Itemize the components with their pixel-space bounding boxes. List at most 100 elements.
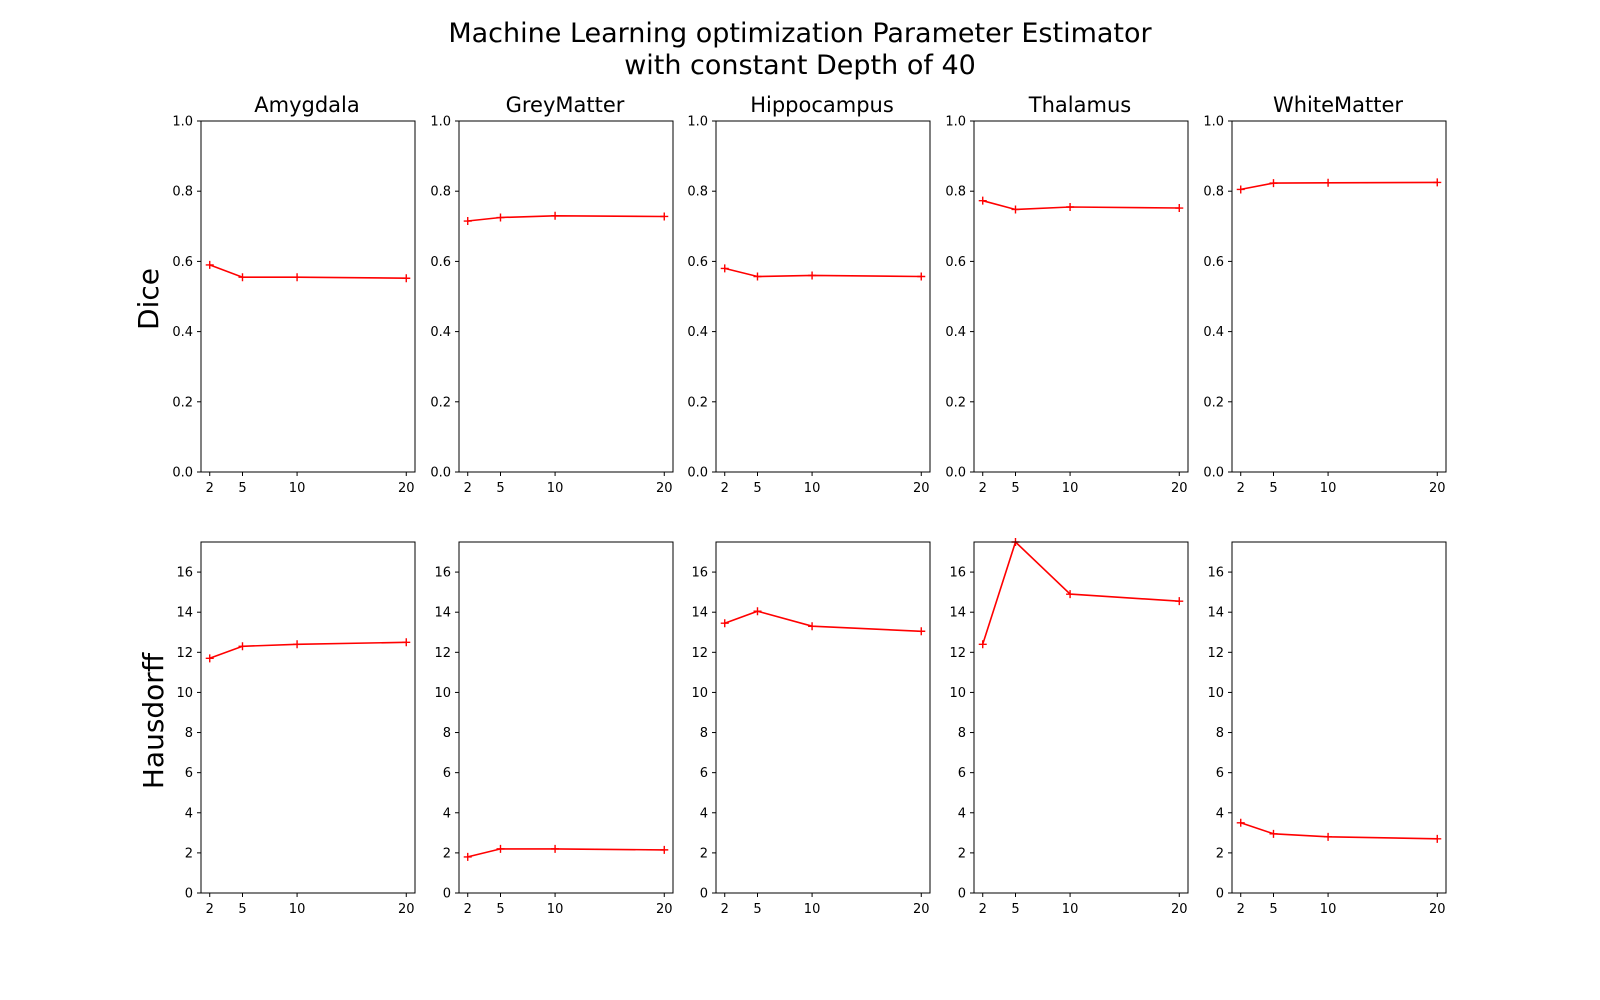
panel-hausdorff-greymatter-ytick-label-10: 10 — [434, 686, 451, 701]
panel-dice-greymatter-frame — [458, 120, 674, 473]
panel-dice-greymatter-xtick-label-10: 10 — [547, 481, 564, 496]
panel-hausdorff-amygdala-ytick-label-16: 16 — [176, 566, 193, 581]
panel-hausdorff-amygdala-point-x2 — [205, 654, 214, 663]
panel-dice-amygdala-ytick-label-0-0: 0.0 — [172, 466, 193, 481]
panel-dice-greymatter-line — [467, 214, 665, 222]
panel-hausdorff-whitematter-ytick-label-4: 4 — [1216, 806, 1224, 821]
panel-dice-greymatter-ytick-label-0-4: 0.4 — [430, 325, 451, 340]
panel-hausdorff-greymatter-xtick-label-10: 10 — [547, 902, 564, 917]
panel-hausdorff-whitematter-ytick-label-12: 12 — [1207, 646, 1224, 661]
panel-hausdorff-whitematter-xtick-label-10: 10 — [1320, 902, 1337, 917]
column-title-greymatter: GreyMatter — [506, 93, 625, 117]
panel-hausdorff-hippocampus-point-x10 — [808, 622, 817, 631]
panel-hausdorff-hippocampus-ytick-label-8: 8 — [700, 726, 708, 741]
panel-hausdorff-amygdala-xtick-label-5: 5 — [238, 902, 246, 917]
panel-hausdorff-hippocampus-ytick-label-0: 0 — [700, 887, 708, 902]
panel-hausdorff-amygdala-ytick-label-6: 6 — [185, 766, 193, 781]
panel-dice-whitematter-ytick-label-1-0: 1.0 — [1203, 115, 1224, 130]
panel-dice-greymatter-ytick-label-1-0: 1.0 — [430, 115, 451, 130]
panel-dice-amygdala-ytick-label-0-6: 0.6 — [172, 255, 193, 270]
panel-hausdorff-whitematter-point-x5 — [1269, 829, 1278, 838]
column-title-whitematter: WhiteMatter — [1273, 93, 1403, 117]
panel-dice-whitematter-point-x5 — [1269, 179, 1278, 188]
panel-hausdorff-thalamus-ytick-label-10: 10 — [949, 686, 966, 701]
panel-hausdorff-amygdala-ytick-label-8: 8 — [185, 726, 193, 741]
column-title-thalamus: Thalamus — [1028, 93, 1131, 117]
panel-hausdorff-amygdala-point-x5 — [238, 642, 247, 651]
panel-hausdorff-greymatter-point-x5 — [496, 844, 505, 853]
panel-hausdorff-amygdala-ytick-label-14: 14 — [176, 606, 193, 621]
panel-hausdorff-amygdala-xtick-label-10: 10 — [289, 902, 306, 917]
panel-hausdorff-hippocampus-ytick-label-14: 14 — [691, 606, 708, 621]
panel-hausdorff-hippocampus-line — [724, 610, 922, 633]
panel-hausdorff-thalamus-ytick-label-12: 12 — [949, 646, 966, 661]
panel-hausdorff-whitematter-xtick-label-2: 2 — [1237, 902, 1245, 917]
panel-hausdorff-thalamus-ytick-label-4: 4 — [958, 806, 966, 821]
panel-hausdorff-hippocampus-xtick-label-20: 20 — [913, 902, 930, 917]
panel-hausdorff-greymatter-ytick-label-6: 6 — [443, 766, 451, 781]
panel-hausdorff-thalamus-line — [981, 540, 1180, 645]
panel-hausdorff-hippocampus-xtick-label-5: 5 — [753, 902, 761, 917]
panel-hausdorff-greymatter-ytick-label-0: 0 — [443, 887, 451, 902]
row-label-dice: Dice — [132, 268, 165, 330]
panel-dice-hippocampus-point-x20 — [917, 272, 926, 281]
figure-title-line-2: with constant Depth of 40 — [624, 50, 976, 81]
panel-hausdorff-greymatter-xtick-label-5: 5 — [496, 902, 504, 917]
panel-dice-amygdala-point-x10 — [293, 273, 302, 282]
panel-hausdorff-thalamus-ytick-label-6: 6 — [958, 766, 966, 781]
panel-dice-thalamus-ytick-label-0-6: 0.6 — [945, 255, 966, 270]
panel-hausdorff-amygdala-ytick-label-4: 4 — [185, 806, 193, 821]
panel-dice-whitematter-xtick-label-20: 20 — [1429, 481, 1446, 496]
panel-hausdorff-greymatter-ytick-label-14: 14 — [434, 606, 451, 621]
panel-dice-amygdala-frame — [200, 120, 416, 473]
panel-hausdorff-hippocampus-point-x20 — [917, 627, 926, 636]
panel-dice-greymatter-point-x5 — [496, 213, 505, 222]
panel-hausdorff-hippocampus-ytick-label-16: 16 — [691, 566, 708, 581]
panel-dice-amygdala-xtick-label-10: 10 — [289, 481, 306, 496]
panel-hausdorff-amygdala-point-x20 — [402, 638, 411, 647]
panel-dice-hippocampus-xtick-label-10: 10 — [804, 481, 821, 496]
panel-dice-hippocampus-line — [724, 267, 922, 278]
panel-hausdorff-whitematter-point-x20 — [1433, 834, 1442, 843]
panel-dice-thalamus-ytick-label-0-4: 0.4 — [945, 325, 966, 340]
panel-hausdorff-greymatter-point-x10 — [551, 844, 560, 853]
panel-hausdorff-thalamus-ytick-label-14: 14 — [949, 606, 966, 621]
panel-dice-greymatter-ytick-label-0-0: 0.0 — [430, 466, 451, 481]
panel-hausdorff-amygdala-point-x10 — [293, 640, 302, 649]
panel-dice-amygdala-xtick-label-5: 5 — [238, 481, 246, 496]
panel-hausdorff-greymatter-ytick-label-12: 12 — [434, 646, 451, 661]
panel-hausdorff-hippocampus-ytick-label-12: 12 — [691, 646, 708, 661]
panel-hausdorff-greymatter-frame — [458, 541, 674, 894]
panel-dice-thalamus-xtick-label-2: 2 — [979, 481, 987, 496]
panel-dice-hippocampus-ytick-label-0-8: 0.8 — [687, 185, 708, 200]
panel-hausdorff-thalamus-ytick-label-2: 2 — [958, 846, 966, 861]
panel-hausdorff-amygdala-line — [209, 641, 407, 660]
panel-hausdorff-hippocampus-point-x5 — [753, 607, 762, 616]
panel-dice-amygdala-point-x20 — [402, 274, 411, 283]
panel-hausdorff-amygdala-ytick-label-0: 0 — [185, 887, 193, 902]
panel-hausdorff-amygdala-xtick-label-2: 2 — [206, 902, 214, 917]
panel-hausdorff-amygdala-ytick-label-2: 2 — [185, 846, 193, 861]
panel-hausdorff-greymatter-xtick-label-2: 2 — [464, 902, 472, 917]
panel-dice-whitematter-xtick-label-5: 5 — [1269, 481, 1277, 496]
panel-dice-whitematter-point-x2 — [1236, 185, 1245, 194]
figure-title-line-1: Machine Learning optimization Parameter … — [448, 18, 1152, 49]
panel-dice-thalamus-line — [982, 199, 1180, 211]
panel-dice-hippocampus-ytick-label-0-2: 0.2 — [687, 395, 708, 410]
column-title-amygdala: Amygdala — [254, 93, 359, 117]
panel-hausdorff-greymatter-ytick-label-2: 2 — [443, 846, 451, 861]
panel-dice-hippocampus-point-x5 — [753, 272, 762, 281]
panel-dice-thalamus-ytick-label-0-8: 0.8 — [945, 185, 966, 200]
panel-dice-amygdala-ytick-label-0-2: 0.2 — [172, 395, 193, 410]
panel-hausdorff-whitematter-ytick-label-10: 10 — [1207, 686, 1224, 701]
panel-hausdorff-whitematter-point-x10 — [1324, 832, 1333, 841]
panel-hausdorff-greymatter-ytick-label-4: 4 — [443, 806, 451, 821]
panel-hausdorff-thalamus-xtick-label-2: 2 — [979, 902, 987, 917]
panel-dice-thalamus-ytick-label-0-0: 0.0 — [945, 466, 966, 481]
panel-dice-greymatter-xtick-label-5: 5 — [496, 481, 504, 496]
panel-dice-greymatter-xtick-label-20: 20 — [656, 481, 673, 496]
panel-hausdorff-thalamus-point-x20 — [1175, 597, 1184, 606]
panel-dice-greymatter-ytick-label-0-6: 0.6 — [430, 255, 451, 270]
